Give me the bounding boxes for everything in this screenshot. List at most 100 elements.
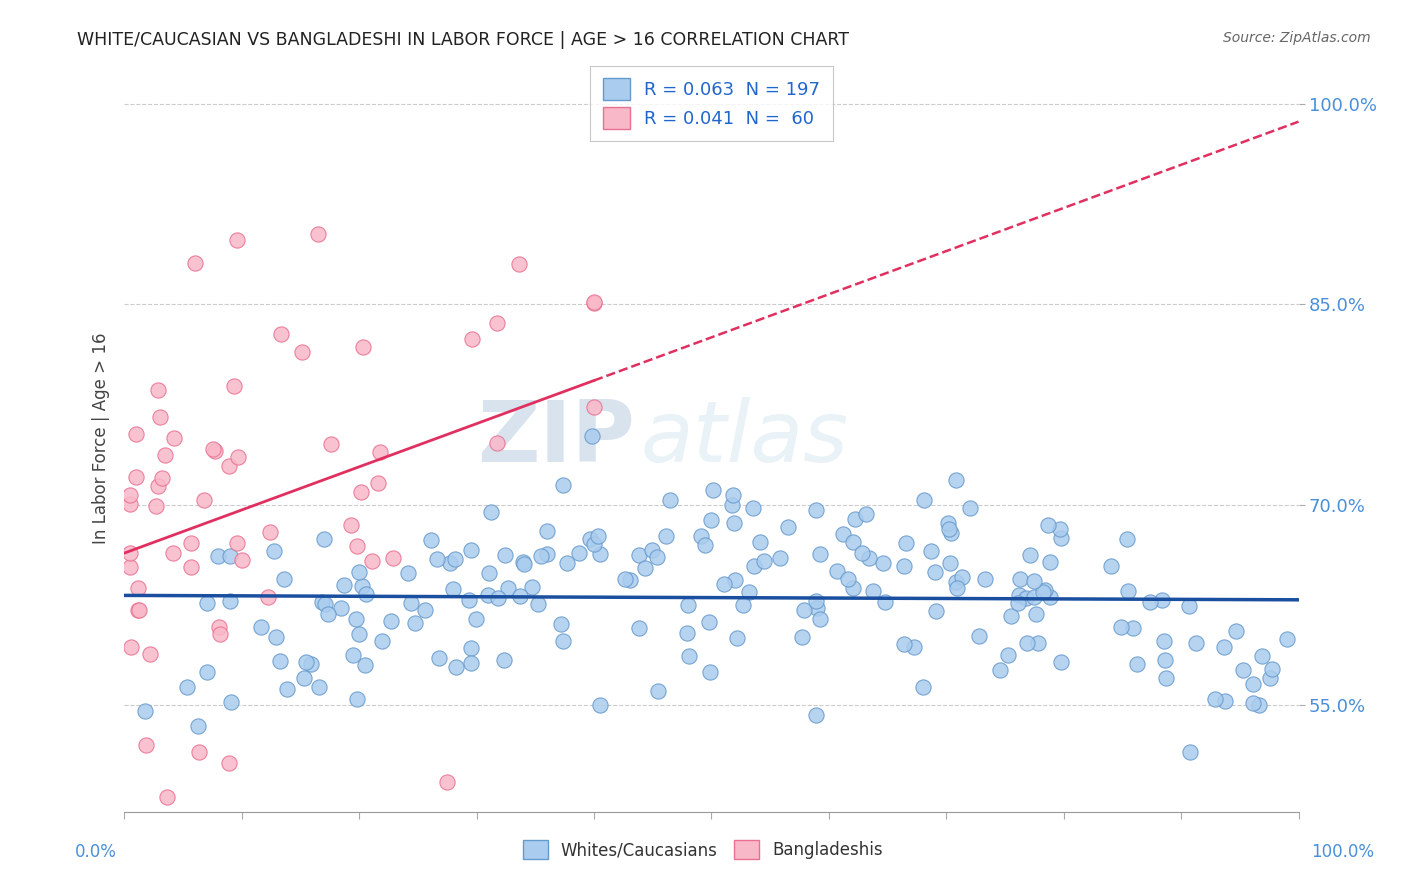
Point [1018,548,1040,562]
Point [120,640,142,654]
Point [180,559,202,574]
Point [1033,582,1056,597]
Point [291,345,314,359]
Point [634,560,657,574]
Point [347,565,370,579]
Point [176,680,198,694]
Point [1154,653,1177,667]
Point [439,557,461,571]
Point [1241,696,1264,710]
Point [1260,662,1282,676]
Point [354,658,377,673]
Point [628,548,651,562]
Point [342,648,364,663]
Point [354,587,377,601]
Point [457,592,479,607]
Point [893,637,915,651]
Point [441,582,464,597]
Point [352,340,374,354]
Point [316,607,339,621]
Point [485,436,508,450]
Point [939,556,962,570]
Point [1025,607,1047,621]
Point [1185,635,1208,649]
Point [163,431,186,445]
Point [276,682,298,697]
Point [925,604,948,618]
Point [225,536,247,550]
Point [536,524,558,538]
Point [207,620,229,634]
Point [273,572,295,586]
Point [582,295,605,310]
Point [659,493,682,508]
Point [350,485,373,500]
Point [188,745,211,759]
Point [959,500,981,515]
Point [1232,663,1254,677]
Point [1204,692,1226,706]
Point [156,790,179,805]
Point [1007,588,1029,602]
Point [465,612,488,626]
Point [527,598,550,612]
Point [292,671,315,685]
Point [938,522,960,536]
Point [485,316,508,330]
Point [1109,620,1132,634]
Point [218,459,240,474]
Point [426,551,449,566]
Point [567,546,589,560]
Point [128,603,150,617]
Point [124,427,146,442]
Point [872,556,894,570]
Point [1008,572,1031,586]
Point [842,581,865,595]
Point [396,566,419,580]
Point [950,570,973,584]
Point [721,498,744,512]
Point [367,476,389,491]
Point [1022,574,1045,589]
Point [1152,593,1174,607]
Legend: R = 0.063  N = 197, R = 0.041  N =  60: R = 0.063 N = 197, R = 0.041 N = 60 [591,66,832,141]
Point [125,470,148,484]
Point [1122,621,1144,635]
Point [477,588,499,602]
Point [346,540,368,554]
Point [586,529,609,543]
Point [699,615,721,629]
Point [1050,531,1073,545]
Point [420,533,443,548]
Point [344,612,367,626]
Point [700,513,723,527]
Point [804,708,827,723]
Point [311,595,333,609]
Point [967,629,990,643]
Point [155,448,177,462]
Point [619,573,641,587]
Point [582,296,605,310]
Point [333,578,356,592]
Point [193,493,215,508]
Point [1116,584,1139,599]
Point [804,503,827,517]
Point [945,575,967,590]
Point [945,581,967,595]
Point [314,598,336,612]
Point [583,537,606,551]
Point [1036,518,1059,533]
Point [145,499,167,513]
Point [851,546,873,560]
Point [259,524,281,539]
Point [536,547,558,561]
Point [1247,698,1270,713]
Point [589,547,612,561]
Point [513,557,536,571]
Point [135,738,157,752]
Point [162,545,184,559]
Point [530,549,553,563]
Point [139,648,162,662]
Text: ZIP: ZIP [477,397,636,480]
Point [370,633,392,648]
